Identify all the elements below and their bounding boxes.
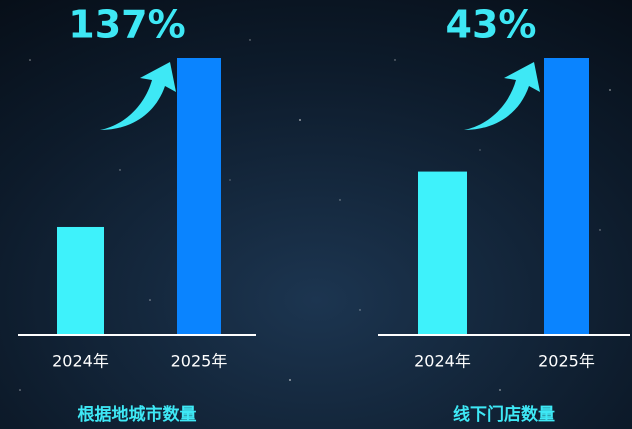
chart-title: 线下门店数量	[453, 404, 555, 425]
annotation: 137%	[68, 3, 185, 47]
growth-arrow	[100, 62, 176, 130]
x-tick-label: 2024年	[52, 352, 109, 371]
x-tick-label: 2024年	[414, 352, 471, 371]
bar	[57, 226, 104, 335]
x-tick-label: 2025年	[171, 352, 228, 371]
bar	[418, 171, 467, 335]
bar	[544, 58, 589, 335]
annotation: 43%	[446, 3, 537, 47]
bar	[177, 58, 221, 335]
stars	[19, 39, 611, 391]
x-tick-label: 2025年	[538, 352, 595, 371]
growth-arrow	[464, 62, 540, 130]
chart-title: 根据地城市数量	[78, 404, 197, 425]
